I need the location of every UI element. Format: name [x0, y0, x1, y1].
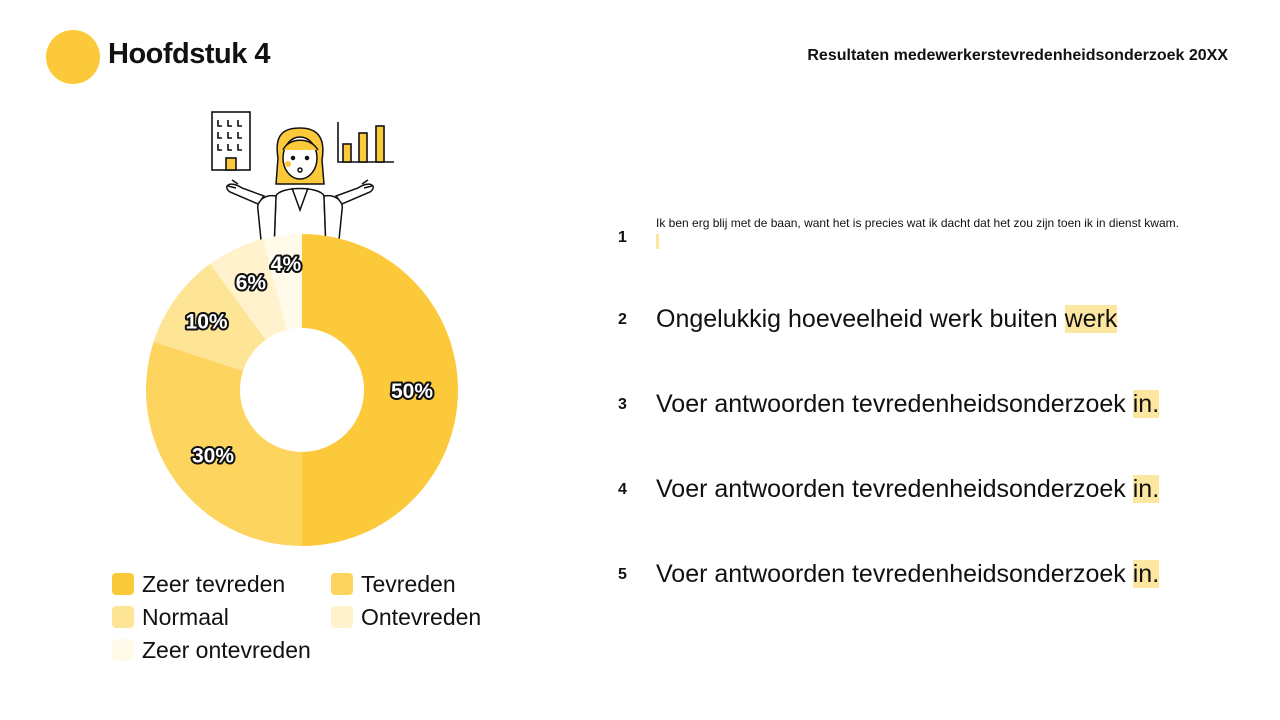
- chapter-title: Hoofdstuk 4: [108, 38, 271, 70]
- answer-row: 5 Voer antwoorden tevredenheidsonderzoek …: [612, 560, 1252, 589]
- answer-main-text: Ik ben erg blij met de baan, want het is…: [656, 216, 1179, 230]
- answer-main-text: Voer antwoorden tevredenheidsonderzoek: [656, 475, 1133, 503]
- answer-number: 3: [618, 395, 627, 413]
- answer-row: 3 Voer antwoorden tevredenheidsonderzoek …: [612, 390, 1252, 419]
- answer-number: 1: [618, 229, 627, 246]
- answer-number: 4: [618, 480, 627, 498]
- legend-label: Normaal: [142, 603, 229, 630]
- donut-hole: [240, 328, 364, 452]
- answer-row: 1 Ik ben erg blij met de baan, want het i…: [612, 215, 1252, 249]
- legend-item: Tevreden: [331, 568, 456, 600]
- answer-main-text: Ongelukkig hoeveelheid werk buiten: [656, 305, 1065, 333]
- answer-main-text: Voer antwoorden tevredenheidsonderzoek: [656, 390, 1133, 418]
- answer-highlight: in.: [1132, 390, 1160, 418]
- legend-item: Zeer ontevreden: [112, 634, 311, 666]
- donut-data-label: 50%: [391, 380, 433, 403]
- answer-highlight: in.: [1132, 475, 1160, 503]
- legend-item: Zeer tevreden: [112, 568, 285, 600]
- donut-labels: 50% 30% 10% 6%4%: [184, 251, 436, 470]
- donut-data-label: 30%: [192, 445, 234, 468]
- legend-swatch: [331, 573, 353, 595]
- donut-data-label: 10%: [186, 311, 228, 334]
- legend-item: Ontevreden: [331, 601, 481, 633]
- page-subtitle: Resultaten medewerkerstevredenheidsonder…: [807, 47, 1228, 64]
- donut-chart: 50% 30% 10% 6%4%: [146, 234, 458, 546]
- answer-highlight: [656, 234, 659, 249]
- legend-swatch: [331, 606, 353, 628]
- answer-number: 5: [618, 565, 627, 583]
- legend-label: Zeer tevreden: [142, 570, 286, 597]
- office-building-icon: [211, 111, 251, 171]
- legend-label: Ontevreden: [361, 603, 482, 630]
- answer-highlight: in.: [1132, 560, 1160, 588]
- header-dot: [46, 30, 100, 84]
- donut-slice-zeer-tevreden: [302, 234, 458, 546]
- answer-text: Voer antwoorden tevredenheidsonderzoek i…: [656, 390, 1160, 419]
- answer-text: Voer antwoorden tevredenheidsonderzoek i…: [656, 560, 1160, 589]
- donut-data-label: 4%: [271, 253, 302, 276]
- answer-main-text: Voer antwoorden tevredenheidsonderzoek: [656, 560, 1133, 588]
- legend-item: Normaal: [112, 601, 229, 633]
- answer-text: Ik ben erg blij met de baan, want het is…: [656, 215, 1179, 249]
- chart-legend: Zeer tevreden Tevreden Normaal Ontevreden Ze…: [112, 568, 532, 678]
- answer-text: Voer antwoorden tevredenheidsonderzoek i…: [656, 475, 1160, 504]
- answer-text: Ongelukkig hoeveelheid werk buiten werk: [656, 305, 1118, 334]
- legend-swatch: [112, 606, 134, 628]
- legend-swatch: [112, 639, 134, 661]
- answer-row: 4 Voer antwoorden tevredenheidsonderzoek …: [612, 475, 1252, 504]
- bar-chart-icon: [337, 122, 394, 163]
- answer-row: 2 Ongelukkig hoeveelheid werk buiten werk: [612, 305, 1252, 334]
- answer-highlight: werk: [1064, 305, 1118, 333]
- shrugging-woman-icon: [226, 127, 374, 250]
- legend-swatch: [112, 573, 134, 595]
- donut-data-label: 6%: [236, 271, 267, 294]
- answer-number: 2: [618, 310, 627, 328]
- illustration: [211, 111, 394, 250]
- legend-label: Tevreden: [361, 570, 456, 597]
- legend-label: Zeer ontevreden: [142, 636, 311, 663]
